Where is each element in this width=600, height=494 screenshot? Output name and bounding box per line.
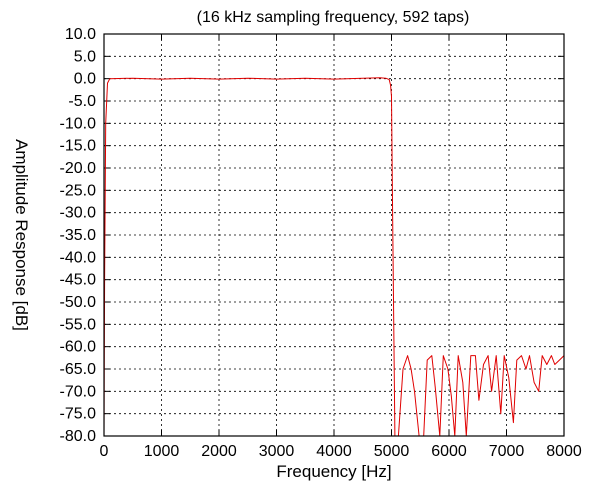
y-tick-label: -20.0 [60, 160, 97, 177]
x-tick-label: 3000 [259, 443, 295, 460]
y-tick-label: -60.0 [60, 339, 97, 356]
series-layer [103, 77, 565, 437]
x-axis-title: Frequency [Hz] [276, 462, 391, 481]
x-tick-label: 2000 [201, 443, 237, 460]
x-tick-label: 0 [100, 443, 109, 460]
grid [104, 34, 564, 436]
y-tick-label: -15.0 [60, 138, 97, 155]
y-tick-label: 5.0 [74, 48, 96, 65]
response-line [103, 77, 565, 437]
x-tick-labels: 0 1000 2000 3000 4000 5000 6000 7000 8000 [100, 443, 582, 460]
y-tick-label: -40.0 [60, 249, 97, 266]
y-tick-label: -70.0 [60, 383, 97, 400]
y-tick-label: -10.0 [60, 115, 97, 132]
x-tick-label: 7000 [489, 443, 525, 460]
x-tick-label: 6000 [431, 443, 467, 460]
x-tick-label: 5000 [374, 443, 410, 460]
y-tick-label: -65.0 [60, 361, 97, 378]
y-tick-label: -75.0 [60, 406, 97, 423]
y-tick-label: 0.0 [74, 71, 96, 88]
y-tick-label: -30.0 [60, 205, 97, 222]
y-tick-label: -50.0 [60, 294, 97, 311]
y-tick-label: -5.0 [68, 93, 96, 110]
y-tick-label: -35.0 [60, 227, 97, 244]
y-tick-label: -45.0 [60, 272, 97, 289]
y-tick-label: -55.0 [60, 316, 97, 333]
plot-frame [103, 33, 565, 437]
chart-title: (16 kHz sampling frequency, 592 taps) [197, 9, 470, 26]
x-tick-label: 4000 [316, 443, 352, 460]
y-tick-label: -25.0 [60, 182, 97, 199]
y-tick-label: -80.0 [60, 428, 97, 445]
y-axis-title: Amplitude Response [dB] [12, 139, 31, 331]
x-tick-label: 8000 [546, 443, 582, 460]
x-tick-label: 1000 [144, 443, 180, 460]
y-tick-labels: 10.0 5.0 0.0 -5.0 -10.0 -15.0 -20.0 -25.0 -30.0 -… [60, 26, 97, 445]
y-tick-label: 10.0 [65, 26, 96, 43]
